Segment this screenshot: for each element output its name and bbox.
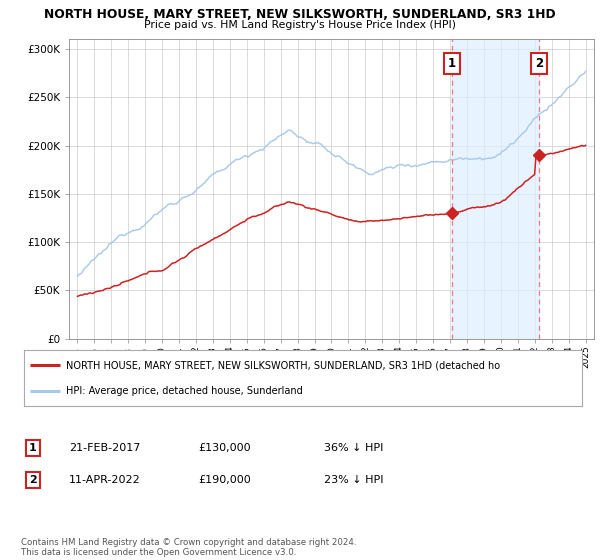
Text: 2: 2 bbox=[535, 57, 544, 70]
Text: 1: 1 bbox=[29, 443, 37, 453]
Text: NORTH HOUSE, MARY STREET, NEW SILKSWORTH, SUNDERLAND, SR3 1HD: NORTH HOUSE, MARY STREET, NEW SILKSWORTH… bbox=[44, 8, 556, 21]
Text: 36% ↓ HPI: 36% ↓ HPI bbox=[324, 443, 383, 453]
Text: 2: 2 bbox=[29, 475, 37, 485]
Bar bbox=[452, 39, 539, 339]
Text: 1: 1 bbox=[448, 57, 456, 70]
Text: £190,000: £190,000 bbox=[198, 475, 251, 485]
Text: 11-APR-2022: 11-APR-2022 bbox=[69, 475, 141, 485]
Text: £130,000: £130,000 bbox=[198, 443, 251, 453]
Text: Contains HM Land Registry data © Crown copyright and database right 2024.
This d: Contains HM Land Registry data © Crown c… bbox=[21, 538, 356, 557]
Text: NORTH HOUSE, MARY STREET, NEW SILKSWORTH, SUNDERLAND, SR3 1HD (detached ho: NORTH HOUSE, MARY STREET, NEW SILKSWORTH… bbox=[66, 360, 500, 370]
Text: 23% ↓ HPI: 23% ↓ HPI bbox=[324, 475, 383, 485]
Text: 21-FEB-2017: 21-FEB-2017 bbox=[69, 443, 140, 453]
Text: Price paid vs. HM Land Registry's House Price Index (HPI): Price paid vs. HM Land Registry's House … bbox=[144, 20, 456, 30]
Text: HPI: Average price, detached house, Sunderland: HPI: Average price, detached house, Sund… bbox=[66, 386, 302, 396]
